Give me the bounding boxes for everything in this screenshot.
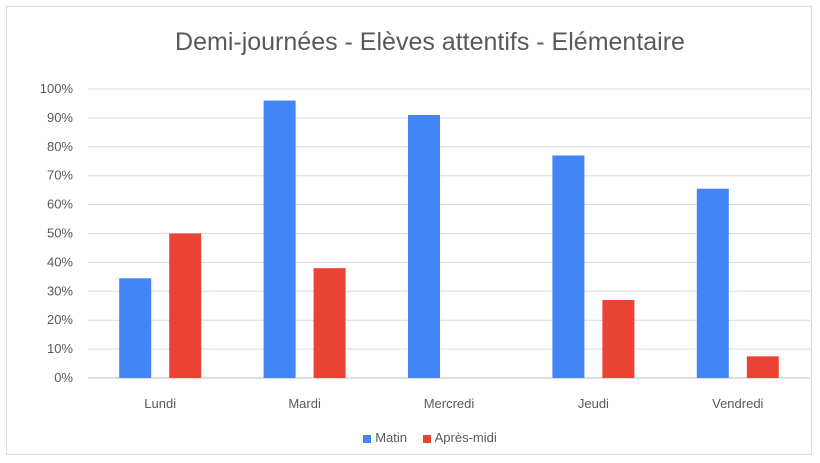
y-tick-label-4: 40% <box>47 254 73 269</box>
y-tick-label-9: 90% <box>47 110 73 125</box>
legend-label-apres-midi: Après-midi <box>434 430 497 445</box>
bar-apr-s-midi-mardi <box>313 268 346 378</box>
bar-matin-vendredi <box>696 188 729 378</box>
legend-item-apres-midi: Après-midi <box>422 430 497 445</box>
chart-legend: Matin Après-midi <box>0 430 820 445</box>
bar-matin-jeudi <box>552 155 585 378</box>
chart-title: Demi-journées - Elèves attentifs - Eléme… <box>175 28 685 56</box>
y-tick-label-10: 100% <box>40 81 74 96</box>
x-tick-label-vendredi: Vendredi <box>712 396 763 411</box>
x-tick-label-jeudi: Jeudi <box>578 396 609 411</box>
x-tick-label-mardi: Mardi <box>288 396 321 411</box>
bar-apr-s-midi-vendredi <box>746 356 779 378</box>
y-tick-label-7: 70% <box>47 168 73 183</box>
legend-item-matin: Matin <box>363 430 407 445</box>
bar-matin-lundi <box>119 278 152 378</box>
x-tick-label-lundi: Lundi <box>144 396 176 411</box>
legend-label-matin: Matin <box>375 430 408 445</box>
y-tick-label-2: 20% <box>47 312 73 327</box>
legend-swatch-matin <box>363 434 372 443</box>
y-tick-label-1: 10% <box>47 341 73 356</box>
bar-apr-s-midi-lundi <box>169 233 202 378</box>
legend-swatch-apres-midi <box>422 434 431 443</box>
y-tick-label-5: 50% <box>47 226 73 241</box>
x-tick-label-mercredi: Mercredi <box>424 396 475 411</box>
y-tick-label-3: 30% <box>47 283 73 298</box>
bar-matin-mercredi <box>408 115 440 378</box>
y-tick-label-0: 0% <box>54 370 73 385</box>
y-tick-label-8: 80% <box>47 139 73 154</box>
bar-apr-s-midi-jeudi <box>602 299 635 378</box>
y-tick-label-6: 60% <box>47 197 73 212</box>
bar-matin-mardi <box>263 100 296 378</box>
